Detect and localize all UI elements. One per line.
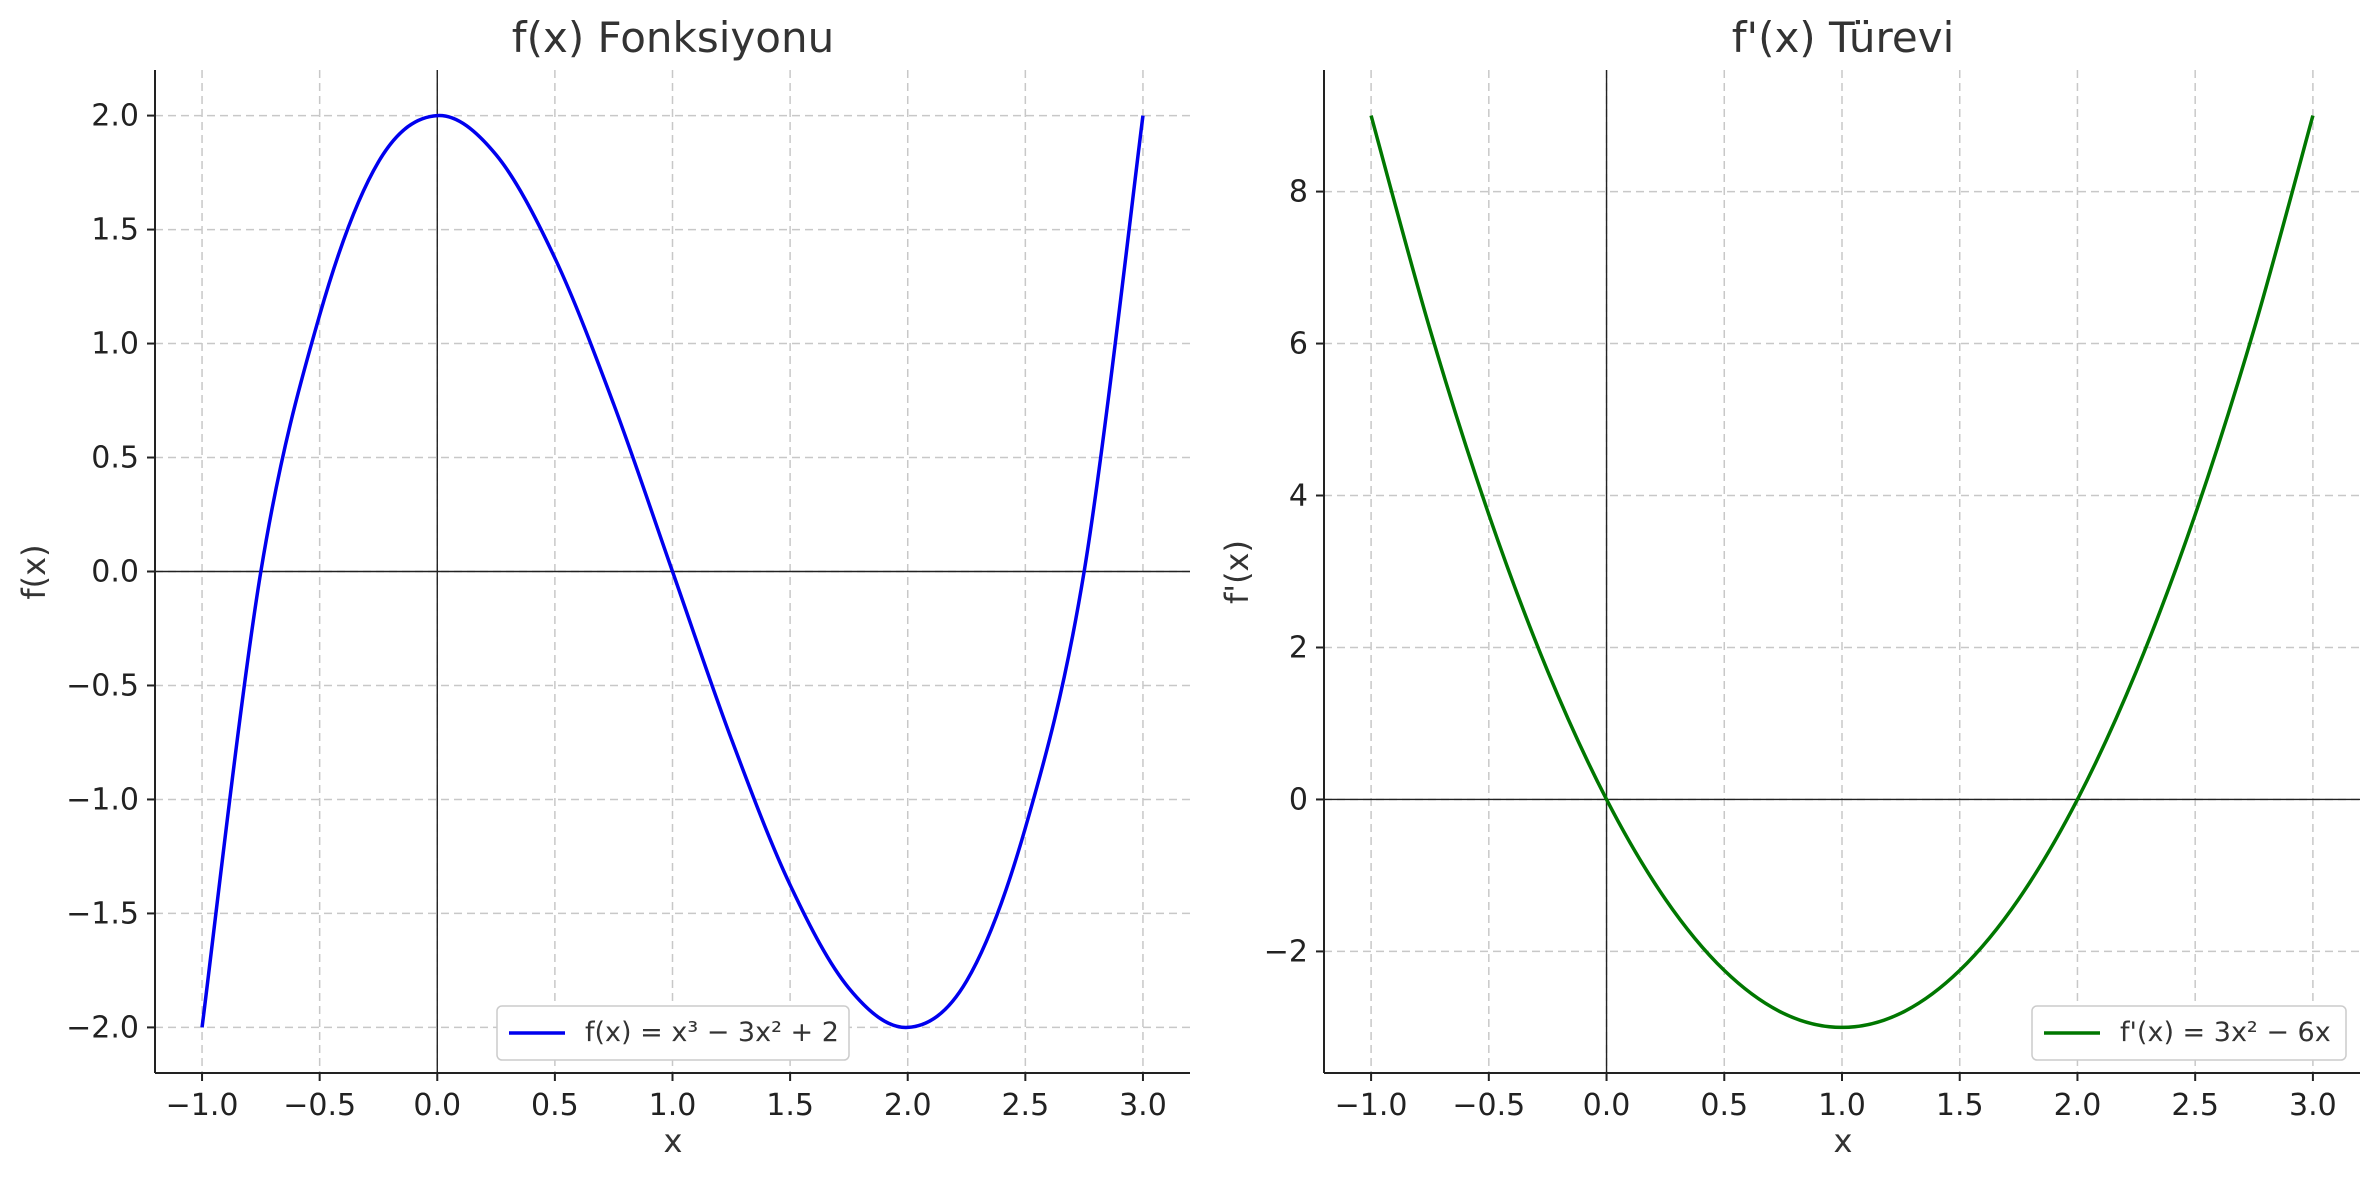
- x-tick-label: −0.5: [283, 1088, 356, 1123]
- chart-title: f'(x) Türevi: [1732, 13, 1955, 62]
- x-tick-label: 1.5: [1936, 1088, 1984, 1123]
- x-tick-label: 0.0: [1583, 1088, 1631, 1123]
- y-axis-label: f'(x): [1218, 540, 1256, 604]
- series-line: [1369, 115, 2315, 1030]
- x-tick-label: 3.0: [2289, 1088, 2337, 1123]
- series-line: [200, 113, 1145, 1030]
- chart-title: f(x) Fonksiyonu: [512, 13, 834, 62]
- legend-label: f(x) = x³ − 3x² + 2: [585, 1017, 839, 1048]
- function-panel: −1.0 −0.5 0.0 0.5 1.0 1.5 2.0 2.5 3.0 −2.0 −1.5 −1.…: [15, 13, 1190, 1160]
- x-tick-label: 2.5: [1001, 1088, 1049, 1123]
- x-tick-label: 2.0: [884, 1088, 932, 1123]
- derivative-panel: −1.0 −0.5 0.0 0.5 1.0 1.5 2.0 2.5 3.0 −2 0 2 4 6 8 f'(…: [1218, 13, 2360, 1160]
- y-tick-label: 0.0: [91, 555, 139, 590]
- x-tick-label: 0.0: [413, 1088, 461, 1123]
- x-tick-label: 3.0: [1119, 1088, 1167, 1123]
- y-tick-label: 8: [1289, 175, 1308, 210]
- y-tick-label: −2: [1264, 934, 1308, 969]
- x-tick-label: 1.0: [649, 1088, 697, 1123]
- x-tick-label: −1.0: [1335, 1088, 1408, 1123]
- x-axis-label: x: [664, 1122, 683, 1160]
- legend-label: f'(x) = 3x² − 6x: [2120, 1017, 2331, 1048]
- y-tick-label: 1.5: [91, 213, 139, 248]
- legend-box: [2031, 1005, 2347, 1061]
- y-tick-label: −1.5: [66, 896, 139, 931]
- y-tick-label: −0.5: [66, 668, 139, 703]
- x-tick-label: 0.5: [1700, 1088, 1748, 1123]
- y-tick-label: 2.0: [91, 99, 139, 134]
- y-tick-label: −1.0: [66, 782, 139, 817]
- x-tick-label: 2.0: [2054, 1088, 2102, 1123]
- x-tick-label: −0.5: [1452, 1088, 1525, 1123]
- y-tick-label: 1.0: [91, 327, 139, 362]
- y-tick-label: 6: [1289, 327, 1308, 362]
- legend-box: [496, 1005, 850, 1061]
- x-tick-label: 2.5: [2171, 1088, 2219, 1123]
- y-axis-label: f(x): [15, 544, 53, 599]
- y-tick-label: 2: [1289, 630, 1308, 665]
- x-tick-label: 1.0: [1818, 1088, 1866, 1123]
- x-tick-label: 1.5: [766, 1088, 814, 1123]
- y-tick-label: 0: [1289, 782, 1308, 817]
- y-tick-label: −2.0: [66, 1010, 139, 1045]
- y-tick-label: 0.5: [91, 441, 139, 476]
- x-axis-label: x: [1834, 1122, 1853, 1160]
- y-tick-label: 4: [1289, 479, 1308, 514]
- x-tick-label: −1.0: [166, 1088, 239, 1123]
- x-tick-label: 0.5: [531, 1088, 579, 1123]
